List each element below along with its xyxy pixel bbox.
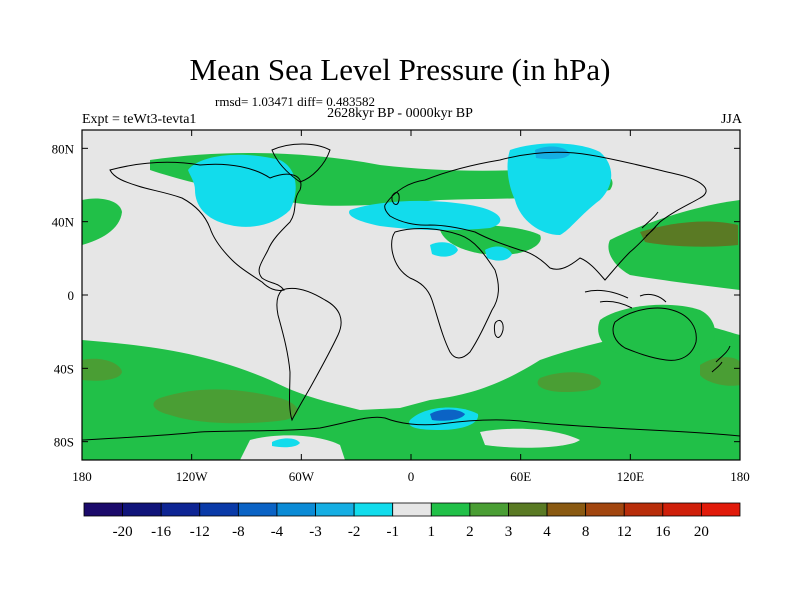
colorbar-label: -4 [271, 524, 284, 540]
stats-text: rmsd= 1.03471 diff= 0.483582 [215, 94, 375, 109]
arabia-negative [485, 246, 512, 261]
coastline-north-america [109, 161, 302, 291]
colorbar-swatch [83, 502, 123, 517]
y-tick-label: 40N [52, 215, 75, 230]
x-tick-label: 60W [289, 469, 315, 484]
coastline-australia [612, 307, 697, 361]
antarctic-neutral-gap-b [480, 428, 580, 448]
north-pacific-east-positive [82, 198, 122, 245]
north-america-negative [188, 154, 296, 227]
coastline-antarctica [82, 416, 740, 441]
colorbar-swatch [585, 502, 625, 517]
colorbar-label: 3 [505, 524, 513, 540]
coastline-new-zealand [711, 345, 731, 373]
colorbar-label: 16 [655, 524, 671, 540]
siberia-negative-core [535, 146, 570, 160]
australia-positive [598, 304, 715, 360]
season-label: JJA [720, 112, 742, 127]
colorbar-label: 20 [694, 524, 709, 540]
southern-ocean-strong-region-a [153, 389, 298, 424]
north-africa-negative [430, 242, 458, 257]
y-tick-label: 80N [52, 141, 75, 156]
coastline-madagascar [493, 319, 504, 338]
y-tick-label: 40S [54, 361, 74, 376]
colorbar-swatch [546, 502, 587, 517]
antarctic-negative-spot [272, 438, 300, 448]
coastline-indonesia [584, 289, 667, 309]
coastline-greenland [271, 143, 331, 183]
colorbar-label: -8 [232, 524, 245, 540]
colorbar-label: -3 [309, 524, 322, 540]
axis-ticks: 180 120W 60W 0 60E 120E 180 80N 40N 0 40S 80S [52, 130, 750, 484]
x-tick-label: 0 [408, 469, 415, 484]
colorbar-label: 4 [543, 524, 551, 540]
antarctic-neutral-gap [240, 435, 345, 460]
colorbar-label: -2 [348, 524, 361, 540]
colorbar-swatch [469, 502, 509, 517]
y-tick-label: 0 [68, 288, 75, 303]
siberia-negative [507, 143, 612, 235]
colorbar-swatch [430, 502, 471, 517]
coastline-japan [641, 211, 659, 237]
southern-ocean-strong-region-d [82, 358, 122, 381]
x-tick-label: 180 [72, 469, 92, 484]
colorbar-swatch [276, 502, 316, 517]
colorbar: -20 -16 -12 -8 -4 -3 -2 -1 1 2 3 4 8 12 16 20 [83, 502, 741, 540]
y-tick-label: 80S [54, 435, 74, 450]
colorbar-label: -20 [113, 524, 133, 540]
southern-ocean-strong-region-b [537, 372, 601, 392]
colorbar-label: -12 [190, 524, 210, 540]
colorbar-swatch [392, 502, 432, 517]
x-tick-label: 120W [176, 469, 209, 484]
colorbar-swatch [662, 502, 702, 517]
europe-negative [349, 200, 501, 231]
west-pacific-strong [640, 221, 738, 247]
colorbar-swatch [315, 502, 355, 517]
colorbar-label: 1 [428, 524, 436, 540]
colorbar-label: -1 [386, 524, 399, 540]
chart-title: Mean Sea Level Pressure (in hPa) [189, 52, 611, 87]
experiment-label: Expt = teWt3-tevta1 [82, 112, 197, 127]
colorbar-label: 8 [582, 524, 590, 540]
colorbar-label: 12 [617, 524, 632, 540]
colorbar-swatch [122, 502, 162, 517]
antarctic-negative-core [430, 409, 465, 421]
middle-east-positive [440, 225, 541, 255]
colorbar-swatch [237, 502, 278, 517]
coastline-eurasia [384, 151, 707, 281]
colorbar-swatch [199, 502, 239, 517]
southern-ocean-strong-region-c [700, 357, 740, 386]
colorbar-label: -16 [151, 524, 171, 540]
colorbar-swatch [508, 502, 548, 517]
x-tick-label: 180 [730, 469, 750, 484]
colorbar-swatch [160, 502, 201, 517]
colorbar-swatch [701, 502, 741, 517]
coastline-africa [391, 227, 499, 359]
coastlines [82, 143, 740, 441]
period-subtitle: 2628kyr BP - 0000kyr BP [327, 106, 473, 121]
coastline-south-america [276, 287, 342, 422]
x-tick-label: 120E [617, 469, 645, 484]
x-tick-label: 60E [510, 469, 531, 484]
colorbar-swatch [623, 502, 664, 517]
colorbar-label: 2 [466, 524, 474, 540]
coastline-british-isles [391, 192, 400, 205]
colorbar-swatch [353, 502, 394, 517]
